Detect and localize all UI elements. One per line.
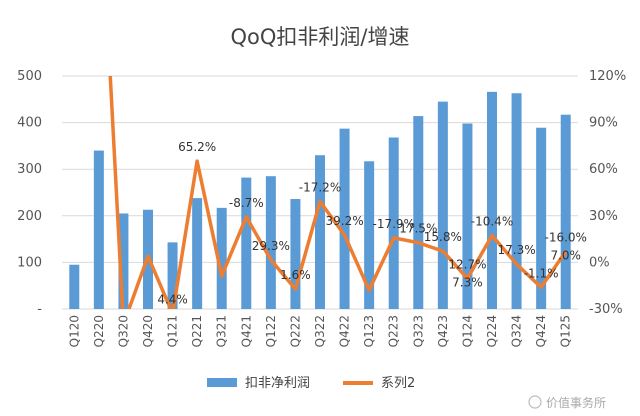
bar <box>536 127 547 309</box>
x-tick-label: Q420 <box>141 315 155 347</box>
bar <box>462 123 473 309</box>
x-tick-label: Q221 <box>190 315 204 347</box>
y-left-tick-label: - <box>37 302 42 317</box>
y-axis-left: - 100 200 300 400 500 <box>17 69 42 317</box>
legend-line-label: 系列2 <box>381 376 415 391</box>
legend-bar-label: 扣非净利润 <box>245 376 310 391</box>
y-left-tick-label: 200 <box>17 209 42 224</box>
x-tick-label: Q423 <box>436 315 450 347</box>
bar <box>560 114 571 309</box>
watermark-icon <box>528 395 542 409</box>
bar <box>290 199 301 309</box>
data-label: -16.0% <box>544 231 586 245</box>
y-right-tick-label: 30% <box>589 209 618 224</box>
x-tick-label: Q422 <box>338 315 352 347</box>
legend: 扣非净利润 系列2 <box>207 376 415 391</box>
bar <box>364 161 375 309</box>
data-label: 4.4% <box>157 293 188 307</box>
x-tick-label: Q224 <box>485 315 499 347</box>
data-label: 7.3% <box>452 276 483 290</box>
bar <box>118 213 129 309</box>
data-label: 15.8% <box>424 230 462 244</box>
data-labels: 4.4% 65.2% -8.7% 29.3% 1.6% -17.2% 39.2% -17.9%… <box>157 140 587 307</box>
x-tick-label: Q120 <box>67 315 81 347</box>
bar <box>487 91 497 310</box>
line-series <box>108 76 568 309</box>
x-tick-label: Q121 <box>166 315 180 347</box>
watermark: 价值事务所 <box>528 395 606 410</box>
bar <box>241 177 252 309</box>
x-tick-label: Q220 <box>92 315 106 347</box>
y-right-tick-label: -30% <box>589 302 623 317</box>
data-label: 12.7% <box>448 258 486 272</box>
bar <box>192 198 203 309</box>
bar <box>437 101 448 309</box>
x-tick-label: Q424 <box>534 315 548 347</box>
bar <box>216 207 227 309</box>
y-left-tick-label: 100 <box>17 255 42 270</box>
x-tick-label: Q124 <box>460 315 474 347</box>
x-tick-label: Q122 <box>264 315 278 347</box>
data-label: 29.3% <box>252 239 290 253</box>
data-label: 7.0% <box>550 249 581 263</box>
x-tick-label: Q123 <box>362 315 376 347</box>
y-right-tick-label: 120% <box>589 69 626 84</box>
legend-bar-swatch <box>207 378 237 387</box>
y-right-tick-label: 90% <box>589 116 618 131</box>
data-label: -1.1% <box>524 266 559 280</box>
data-label: -17.9% <box>372 217 414 231</box>
data-label: 17.3% <box>498 243 536 257</box>
x-tick-label: Q222 <box>288 315 302 347</box>
y-left-tick-label: 300 <box>17 162 42 177</box>
bar-series <box>69 91 571 310</box>
x-tick-label: Q320 <box>116 315 130 347</box>
bar <box>265 176 276 309</box>
y-right-tick-label: 60% <box>589 162 618 177</box>
y-right-tick-label: 0% <box>589 255 610 270</box>
bar <box>69 264 80 309</box>
chart-title: QoQ扣非利润/增速 <box>231 25 410 49</box>
x-axis: Q120 Q220 Q320 Q420 Q121 Q221 Q321 Q421 Q122 Q222… <box>67 315 572 347</box>
x-tick-label: Q321 <box>215 315 229 347</box>
data-label: 39.2% <box>326 214 364 228</box>
bar <box>388 137 399 309</box>
data-label: -8.7% <box>229 196 264 210</box>
data-label: 65.2% <box>178 140 216 154</box>
x-tick-label: Q323 <box>411 315 425 347</box>
growth-line <box>108 76 568 309</box>
bar <box>93 150 104 309</box>
y-left-tick-label: 400 <box>17 116 42 131</box>
bar <box>511 93 522 309</box>
bar <box>413 116 424 310</box>
data-label: -17.2% <box>299 181 341 195</box>
x-tick-label: Q324 <box>510 315 524 347</box>
y-axis-right: -30% 0% 30% 60% 90% 120% <box>589 69 626 317</box>
bar <box>315 155 325 309</box>
bar <box>167 242 178 309</box>
x-tick-label: Q125 <box>559 315 573 347</box>
data-label: -10.4% <box>471 215 513 229</box>
x-tick-label: Q322 <box>313 315 327 347</box>
bar <box>339 128 350 309</box>
data-label: 17.5% <box>399 222 437 236</box>
x-tick-label: Q223 <box>387 315 401 347</box>
watermark-text: 价值事务所 <box>546 395 606 410</box>
y-left-tick-label: 500 <box>17 69 42 84</box>
data-label: 1.6% <box>280 268 311 282</box>
x-tick-label: Q421 <box>239 315 253 347</box>
